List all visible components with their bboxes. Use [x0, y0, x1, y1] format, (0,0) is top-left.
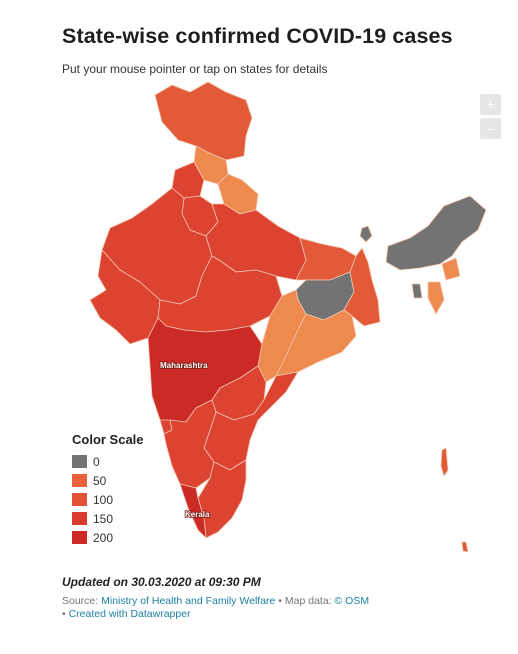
chart-title: State-wise confirmed COVID-19 cases: [62, 24, 453, 48]
legend-item: 50: [72, 471, 144, 490]
legend-title: Color Scale: [72, 432, 144, 447]
state-odisha[interactable]: [275, 309, 357, 377]
state-jammu-kashmir[interactable]: [154, 81, 253, 161]
updated-note: Updated on 30.03.2020 at 09:30 PM: [62, 575, 261, 589]
legend-swatch: [72, 474, 87, 487]
map-label-kerala: Kerala: [185, 510, 210, 519]
source-footer: Source: Ministry of Health and Family We…: [62, 595, 369, 621]
osm-link[interactable]: © OSM: [334, 595, 370, 607]
state-nicobar-islands[interactable]: [461, 541, 469, 553]
state-mizoram[interactable]: [427, 281, 445, 315]
legend-item: 100: [72, 490, 144, 509]
state-kerala[interactable]: [179, 483, 207, 539]
legend-item: 200: [72, 528, 144, 547]
legend-label: 0: [93, 454, 100, 469]
map-data-prefix: • Map data:: [275, 595, 335, 607]
state-northeast[interactable]: [385, 195, 487, 271]
state-sikkim[interactable]: [359, 225, 373, 243]
legend-swatch: [72, 512, 87, 525]
legend-item: 150: [72, 509, 144, 528]
state-tripura[interactable]: [411, 283, 423, 299]
legend-item: 0: [72, 452, 144, 471]
state-andaman-islands[interactable]: [440, 447, 449, 477]
state-gujarat[interactable]: [89, 249, 161, 345]
legend-swatch: [72, 531, 87, 544]
created-prefix: •: [62, 608, 69, 620]
legend-label: 200: [93, 530, 114, 545]
source-link[interactable]: Ministry of Health and Family Welfare: [101, 595, 276, 607]
legend-swatch: [72, 493, 87, 506]
zoom-out-button[interactable]: –: [480, 118, 501, 139]
map-label-maharashtra: Maharashtra: [160, 361, 208, 370]
chart-subtitle: Put your mouse pointer or tap on states …: [62, 62, 328, 76]
state-west-bengal[interactable]: [343, 247, 381, 327]
source-prefix: Source:: [62, 595, 102, 607]
state-manipur[interactable]: [441, 257, 461, 281]
legend-label: 150: [93, 511, 114, 526]
zoom-in-button[interactable]: +: [480, 94, 501, 115]
datawrapper-link[interactable]: Created with Datawrapper: [68, 608, 191, 620]
legend-swatch: [72, 455, 87, 468]
legend-label: 100: [93, 492, 114, 507]
legend-label: 50: [93, 473, 107, 488]
color-scale-legend: Color Scale 0 50 100 150 200: [72, 432, 144, 547]
state-uttar-pradesh[interactable]: [205, 203, 307, 281]
